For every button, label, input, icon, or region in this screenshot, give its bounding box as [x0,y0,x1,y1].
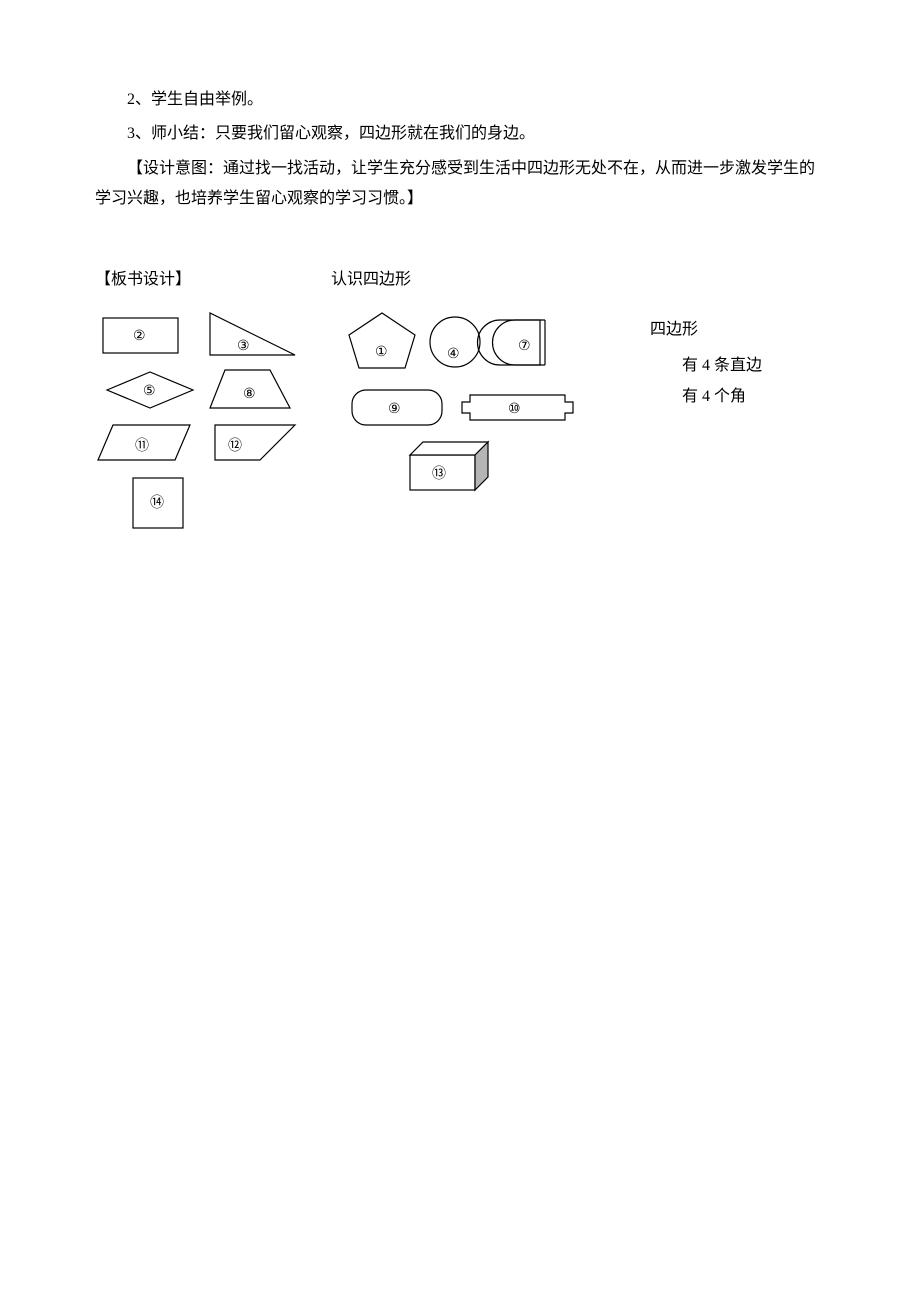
shape-12-label: ⑫ [228,438,242,454]
legend-title: 四边形 [650,315,762,345]
board-header: 【板书设计】 认识四边形 [95,265,825,295]
shape-14-label: ⑭ [150,495,164,511]
shape-13-label: ⑬ [432,466,446,482]
board-design-section: 【板书设计】 认识四边形 ② ③ ⑤ ⑧ ⑪ [95,265,825,555]
legend-line-1: 有 4 条直边 [650,351,762,381]
shapes-non-quadrilaterals: ① ④ ⑦ ⑨ [340,310,610,520]
shape-5-label: ⑤ [143,384,156,399]
shapes-right-svg: ① ④ ⑦ ⑨ [340,310,610,520]
shape-7-label: ⑦ [518,339,531,354]
shape-3-label: ③ [237,339,250,354]
shape-8-label: ⑧ [243,387,256,402]
shape-triangle [210,313,295,355]
legend: 四边形 有 4 条直边 有 4 个角 [650,315,762,412]
shapes-quadrilaterals: ② ③ ⑤ ⑧ ⑪ ⑫ ⑭ [95,310,310,555]
paragraph-line-3: 【设计意图：通过找一找活动，让学生充分感受到生活中四边形无处不在，从而进一步激发… [95,154,825,215]
board-content: ② ③ ⑤ ⑧ ⑪ ⑫ ⑭ [95,310,825,555]
board-label: 【板书设计】 [95,265,191,295]
shape-4-label: ④ [447,347,460,362]
shape-10-label: ⑩ [508,402,521,417]
paragraph-line-1: 2、学生自由举例。 [95,85,825,115]
shape-11-label: ⑪ [135,438,149,454]
shape-half-round [478,320,541,365]
board-title: 认识四边形 [331,265,411,295]
shape-right-trapezoid [215,425,295,460]
paragraph-line-2: 3、师小结：只要我们留心观察，四边形就在我们的身边。 [95,119,825,149]
shape-cuboid [410,442,488,490]
shape-1-label: ① [375,345,388,360]
shape-9-label: ⑨ [388,402,401,417]
shapes-left-svg: ② ③ ⑤ ⑧ ⑪ ⑫ ⑭ [95,310,310,555]
shape-2-label: ② [133,329,146,344]
legend-line-2: 有 4 个角 [650,382,762,412]
